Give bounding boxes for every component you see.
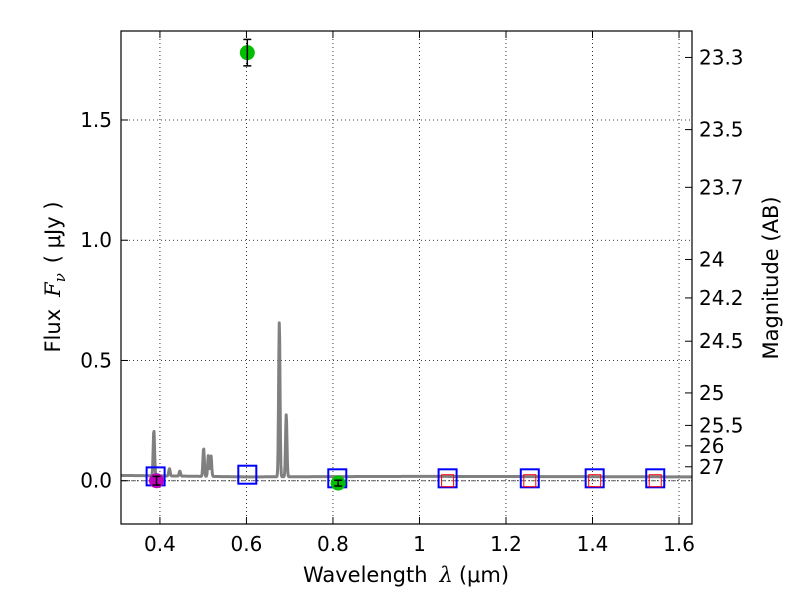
y-tick-label: 0.5	[80, 348, 112, 372]
upper-limits-marker	[441, 474, 455, 488]
y-axis-title-text: Flux	[41, 309, 65, 353]
x-axis-ticks: 0.4 0.6 0.8 1 1.2 1.4 1.6	[144, 31, 695, 556]
x-axis-title-symbol: λ	[439, 563, 453, 587]
x-tick-label: 1.2	[490, 532, 522, 556]
y-axis-title-unit: ( μJy )	[41, 201, 65, 263]
y2-tick-label: 25.5	[699, 413, 744, 437]
x-axis-title: Wavelength λ (μm)	[303, 563, 509, 587]
y-tick-label: 1.0	[80, 228, 112, 252]
model-bandpass-flux-marker	[237, 464, 258, 485]
x-tick-label: 1.6	[663, 532, 695, 556]
x-tick-label: 1.4	[577, 532, 609, 556]
x-tick-label: 0.8	[317, 532, 349, 556]
y2-tick-label: 24	[699, 247, 724, 271]
x-tick-label: 0.6	[231, 532, 263, 556]
y2-tick-label: 24.5	[699, 329, 744, 353]
model-spectrum	[119, 321, 694, 479]
model-bandpass-flux-marker	[584, 468, 605, 489]
y2-tick-label: 27	[699, 455, 724, 479]
data-markers	[145, 38, 666, 491]
axes-frame	[120, 30, 693, 525]
model-bandpass-flux-marker	[645, 468, 666, 489]
y-axis-title-symbol: F	[41, 281, 65, 298]
x-axis-title-unit: (μm)	[459, 563, 509, 587]
upper-limits-marker	[648, 474, 662, 488]
y2-tick-label: 24.2	[699, 286, 744, 310]
model-spectrum-line	[119, 321, 694, 479]
upper-limits-marker	[523, 474, 537, 488]
y2-tick-label: 23.3	[699, 45, 744, 69]
x-tick-label: 0.4	[144, 532, 176, 556]
y-tick-label: 0.0	[80, 469, 112, 493]
plot-frame	[120, 30, 693, 525]
y2-tick-label: 23.7	[699, 175, 744, 199]
y-axis-ticks: 0.0 0.5 1.0 1.5	[80, 108, 128, 493]
model-bandpass-flux-marker	[519, 468, 540, 489]
x-axis-title-text: Wavelength	[303, 563, 428, 587]
y2-tick-label: 23.5	[699, 118, 744, 142]
y-axis-title: Flux Fν ( μJy )	[41, 201, 69, 352]
y2-tick-label: 26	[699, 434, 724, 458]
y2-tick-label: 25	[699, 381, 724, 405]
y-tick-label: 1.5	[80, 108, 112, 132]
grid	[121, 31, 692, 524]
y2-axis-title: Magnitude (AB)	[759, 196, 783, 359]
x-tick-label: 1	[413, 532, 426, 556]
upper-limits-marker	[588, 474, 602, 488]
y-axis-title-subscript: ν	[51, 273, 69, 282]
model-bandpass-flux-marker	[437, 468, 458, 489]
